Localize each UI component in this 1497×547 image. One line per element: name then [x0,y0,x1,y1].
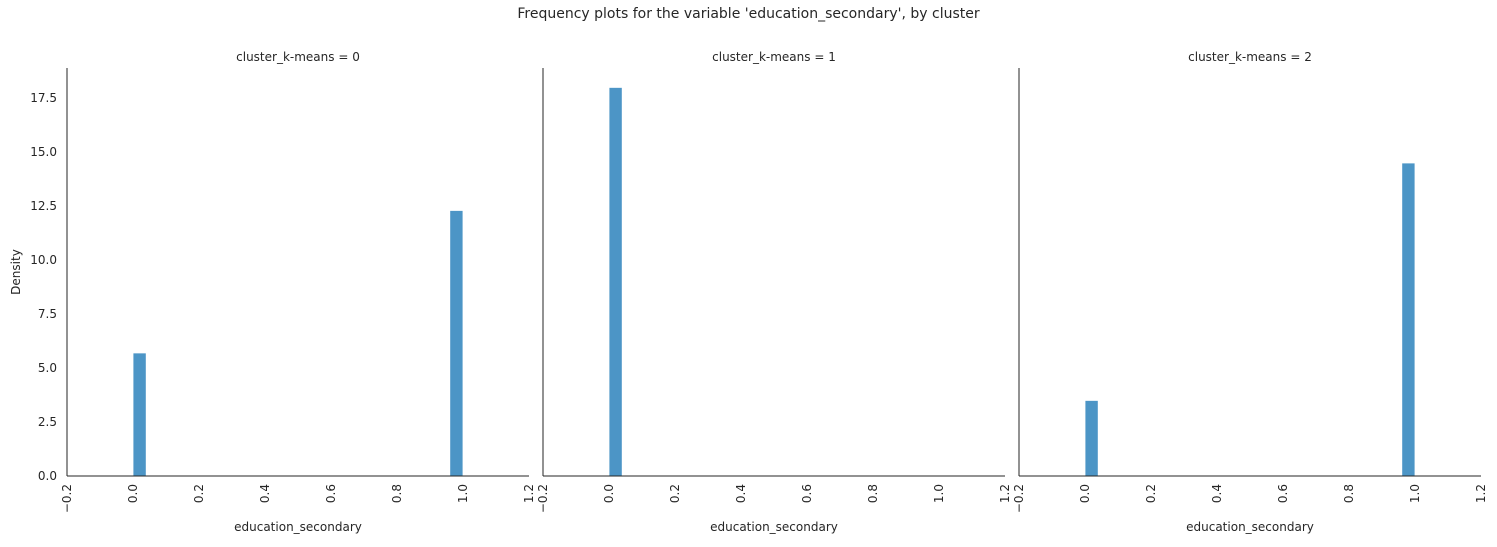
x-tick-label: 0.4 [258,484,272,503]
x-tick-label: 0.8 [390,484,404,503]
x-tick-label: 1.0 [1408,484,1422,503]
x-tick-label: 0.0 [1078,484,1092,503]
x-tick-label: 0.6 [324,484,338,503]
x-tick-label: −0.2 [1012,484,1026,513]
x-tick-label: 0.6 [1276,484,1290,503]
x-tick-label: 0.2 [1144,484,1158,503]
panel-title: cluster_k-means = 0 [236,50,360,64]
x-tick-label: 0.2 [192,484,206,503]
x-tick-label: 0.2 [668,484,682,503]
y-tick-label: 7.5 [38,307,57,321]
histogram-bar [449,210,464,477]
y-tick-label: 12.5 [30,199,57,213]
x-tick-label: 0.4 [1210,484,1224,503]
x-tick-label: 0.0 [126,484,140,503]
histogram-bar [608,87,623,477]
x-tick-label: 0.8 [1342,484,1356,503]
x-tick-label: 1.0 [932,484,946,503]
histogram-bar [1401,162,1416,477]
x-tick-label: −0.2 [536,484,550,513]
chart-title: Frequency plots for the variable 'educat… [517,6,980,22]
x-tick-label: 1.2 [522,484,536,503]
x-tick-label: 1.2 [998,484,1012,503]
panel-title: cluster_k-means = 1 [712,50,836,64]
y-tick-label: 5.0 [38,361,57,375]
facet-panel-0: cluster_k-means = 0 0.0 2.5 5.0 7.5 10.0 12.5 1… [30,50,536,534]
x-tick-label: 0.8 [866,484,880,503]
y-tick-label: 17.5 [30,91,57,105]
facet-panel-2: cluster_k-means = 2 −0.2 0.0 0.2 0.4 0.6 0.8 1.… [1012,50,1488,534]
y-tick-label: 10.0 [30,253,57,267]
x-tick-label: 0.4 [734,484,748,503]
x-tick-label: 0.6 [800,484,814,503]
y-tick-label: 0.0 [38,469,57,483]
x-tick-label: 1.2 [1474,484,1488,503]
facet-panel-1: cluster_k-means = 1 −0.2 0.0 0.2 0.4 0.6 0.8 1.… [536,50,1012,534]
histogram-bar [1084,400,1099,477]
y-tick-label: 2.5 [38,415,57,429]
y-tick-label: 15.0 [30,145,57,159]
x-tick-label: 0.0 [602,484,616,503]
x-axis-label: education_secondary [710,520,838,534]
x-tick-label: −0.2 [60,484,74,513]
x-axis-label: education_secondary [1186,520,1314,534]
histogram-bar [132,352,147,477]
y-axis-label: Density [9,249,23,295]
panel-title: cluster_k-means = 2 [1188,50,1312,64]
x-tick-label: 1.0 [456,484,470,503]
x-axis-label: education_secondary [234,520,362,534]
